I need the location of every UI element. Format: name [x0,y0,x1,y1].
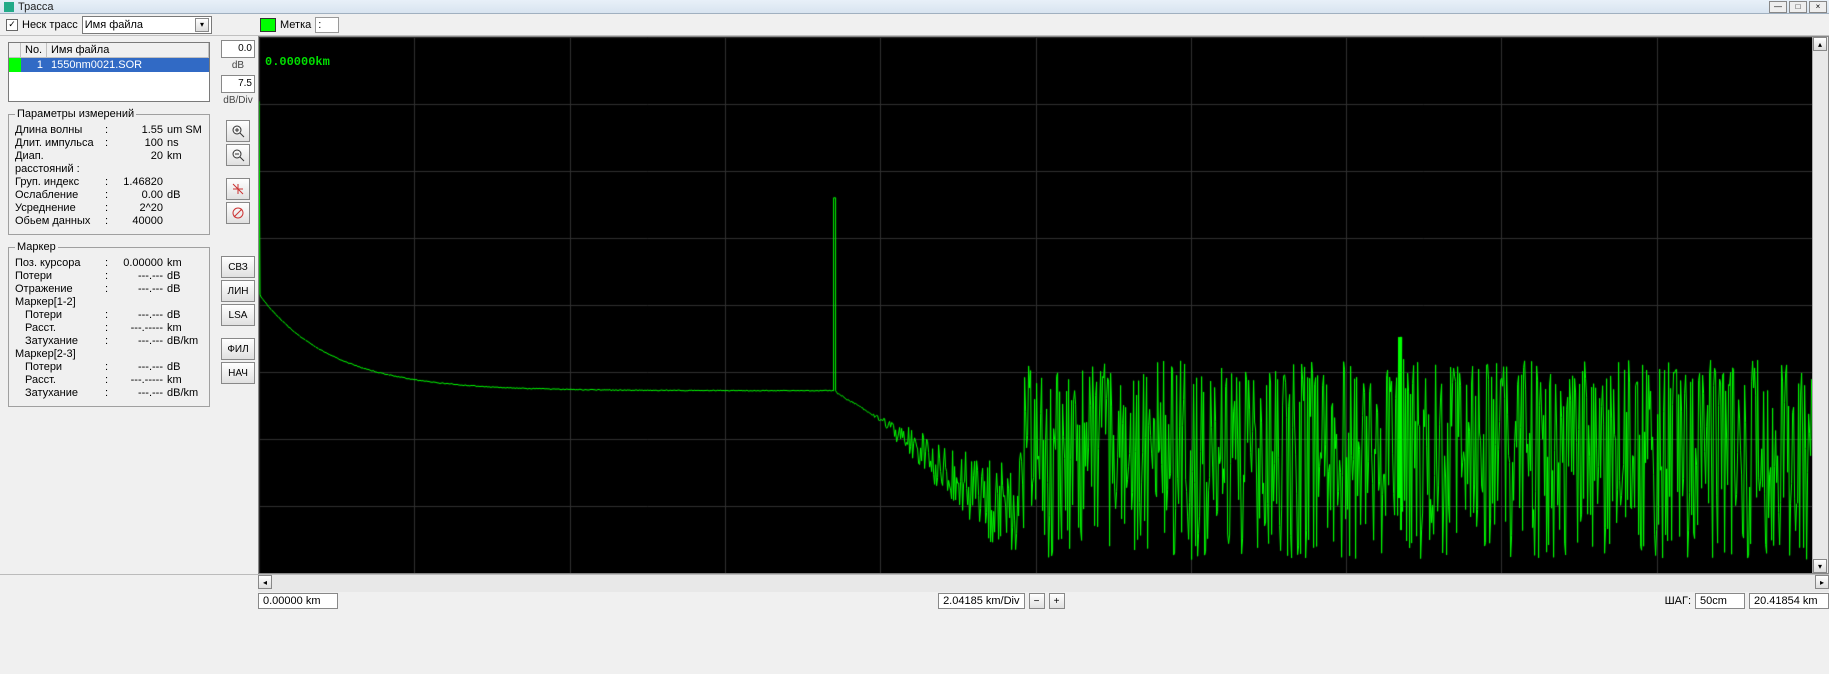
zoom-in-icon [231,124,245,138]
marker-row: Затухание:---.---dB/km [15,387,203,400]
tool-column: 0.0 dB 7.5 dB/Div СВЗ ЛИН LSA ФИЛ НАЧ [218,36,258,574]
status-zoom-in-button[interactable]: + [1049,593,1065,609]
window-title: Трасса [18,1,53,13]
close-button[interactable]: × [1809,1,1827,13]
lsa-button[interactable]: LSA [221,304,255,326]
bottom-scroll-row: ◂ ▸ [0,574,1829,592]
file-header-name: Имя файла [47,43,209,57]
chart-hscroll[interactable]: ◂ ▸ [258,575,1829,592]
marker-row: Маркер[2-3] [15,348,203,361]
grid-tool-button[interactable] [226,178,250,200]
marker-label: Метка [280,19,311,31]
window-titlebar: Трасса — □ × [0,0,1829,14]
file-row-no: 1 [21,58,47,72]
combo-arrow-icon: ▾ [195,18,209,32]
status-step-value: 50cm [1695,593,1745,609]
left-panel: No. Имя файла 1 1550nm0021.SOR Параметры… [0,36,218,574]
svz-button[interactable]: СВЗ [221,256,255,278]
chart-canvas [259,37,1812,573]
combo-value: Имя файла [85,19,143,31]
param-row: Усреднение:2^20 [15,202,203,215]
app-icon [4,2,14,12]
lin-button[interactable]: ЛИН [221,280,255,302]
marker-group: Маркер Поз. курсора:0.00000kmПотери:---.… [8,241,210,407]
status-bar: 0.00000 km 2.04185 km/Div − + ШАГ: 50cm … [0,592,1829,610]
status-zoom-out-button[interactable]: − [1029,593,1045,609]
marker-row: Затухание:---.---dB/km [15,335,203,348]
params-legend: Параметры измерений [15,108,136,120]
marker-row: Отражение:---.---dB [15,283,203,296]
dbdiv-unit-label: dB/Div [223,95,252,106]
fil-button[interactable]: ФИЛ [221,338,255,360]
dbdiv-value-box[interactable]: 7.5 [221,75,255,93]
file-header-color [9,43,21,57]
circle-tool-button[interactable] [226,202,250,224]
db-value-box[interactable]: 0.0 [221,40,255,58]
param-row: Обьем данных:40000 [15,215,203,228]
marker-row: Потери:---.---dB [15,270,203,283]
marker-colon: : [315,17,339,33]
file-row-selected[interactable]: 1 1550nm0021.SOR [9,58,209,72]
file-row-name: 1550nm0021.SOR [47,58,209,72]
file-header-no: No. [21,43,47,57]
circle-slash-icon [231,206,245,220]
file-row-color [9,58,21,72]
hscroll-left-button[interactable]: ◂ [258,575,272,589]
maximize-button[interactable]: □ [1789,1,1807,13]
marker-row: Поз. курсора:0.00000km [15,257,203,270]
top-controls-row: ✓ Неск трасс Имя файла ▾ Метка : [0,14,1829,36]
nach-button[interactable]: НАЧ [221,362,255,384]
multi-trace-checkbox[interactable]: ✓ [6,19,18,31]
param-row: Длина волны:1.55um SM [15,124,203,137]
zoom-in-button[interactable] [226,120,250,142]
measurement-params-group: Параметры измерений Длина волны:1.55um S… [8,108,210,235]
marker-row: Маркер[1-2] [15,296,203,309]
db-unit-label: dB [232,60,244,71]
param-row: Длит. импульса:100ns [15,137,203,150]
status-div-value: 2.04185 km/Div [938,593,1024,609]
multi-trace-label: Неск трасс [22,19,78,31]
minimize-button[interactable]: — [1769,1,1787,13]
marker-legend: Маркер [15,241,58,253]
status-step-label: ШАГ: [1665,595,1691,607]
file-list-header: No. Имя файла [9,43,209,58]
vscroll-up-button[interactable]: ▴ [1813,37,1827,51]
param-row: Ослабление:0.00dB [15,189,203,202]
marker-row: Расст.:---.-----km [15,374,203,387]
marker-row: Потери:---.---dB [15,361,203,374]
zoom-out-icon [231,148,245,162]
marker-row: Потери:---.---dB [15,309,203,322]
chart-overlay-distance: 0.00000km [265,55,330,69]
trace-color-swatch[interactable] [260,18,276,32]
status-total-value: 20.41854 km [1749,593,1829,609]
vscroll-down-button[interactable]: ▾ [1813,559,1827,573]
grid-icon [231,182,245,196]
param-row: Диап. расстояний :20km [15,150,203,176]
trace-chart[interactable]: 0.00000km ▴ ▾ [258,36,1829,574]
marker-row: Расст.:---.-----km [15,322,203,335]
zoom-out-button[interactable] [226,144,250,166]
chart-vscroll[interactable]: ▴ ▾ [1812,37,1828,573]
filename-combo[interactable]: Имя файла ▾ [82,16,212,34]
param-row: Груп. индекс:1.46820 [15,176,203,189]
trace-file-list[interactable]: No. Имя файла 1 1550nm0021.SOR [8,42,210,102]
status-left-value: 0.00000 km [258,593,338,609]
hscroll-right-button[interactable]: ▸ [1815,575,1829,589]
